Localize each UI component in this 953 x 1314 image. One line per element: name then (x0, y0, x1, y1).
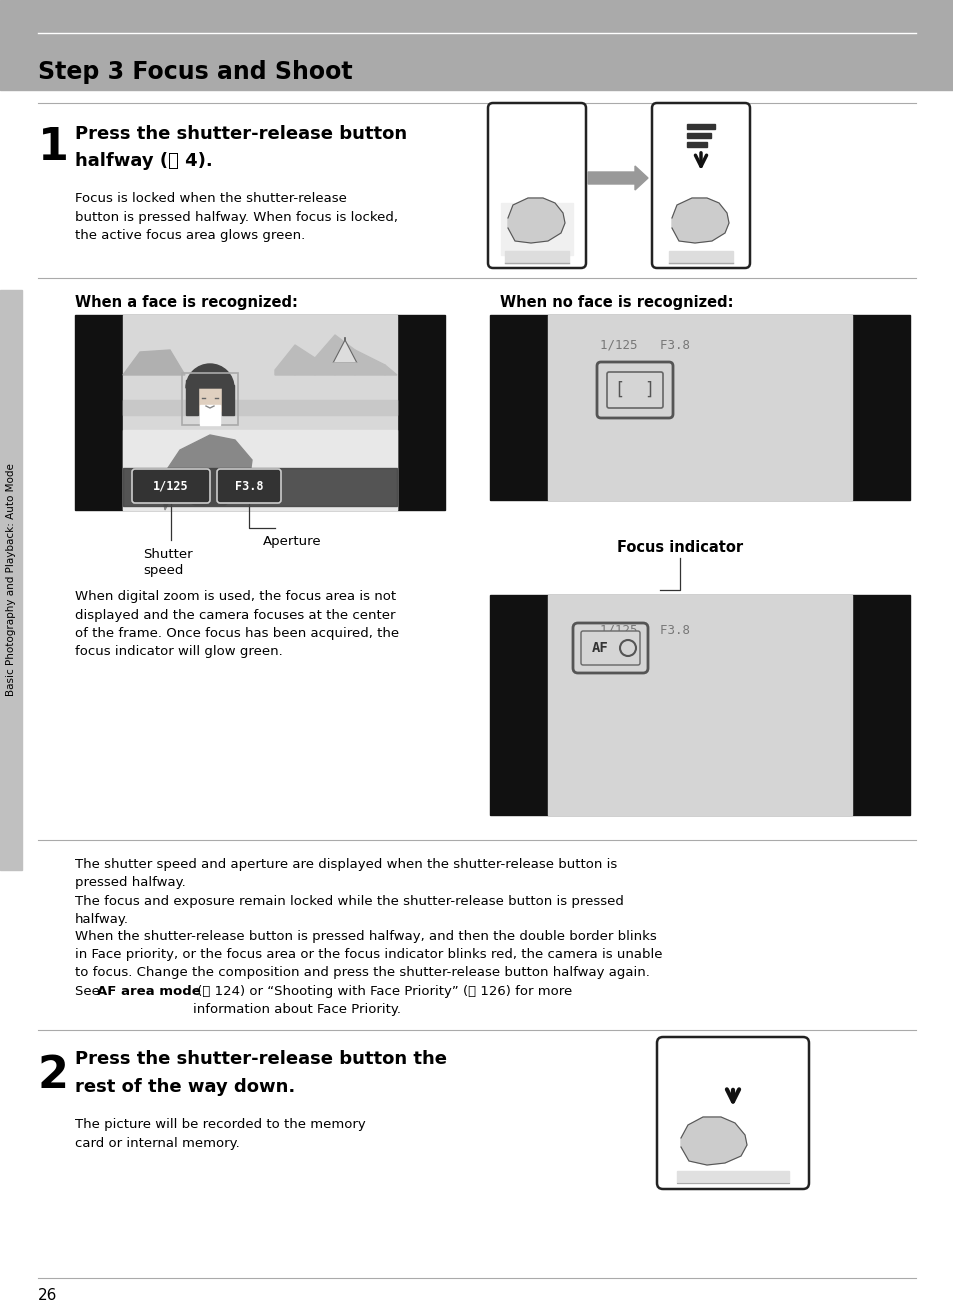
Text: Aperture: Aperture (263, 535, 321, 548)
Polygon shape (160, 435, 252, 510)
Text: Press the shutter-release button: Press the shutter-release button (75, 125, 407, 143)
Text: 1/125   F3.8: 1/125 F3.8 (599, 624, 689, 636)
Bar (182, 373, 237, 424)
Polygon shape (123, 350, 185, 374)
Bar (0, 290, 22, 870)
Text: When a face is recognized:: When a face is recognized: (75, 296, 297, 310)
Polygon shape (680, 1117, 746, 1166)
Text: The picture will be recorded to the memory
card or internal memory.: The picture will be recorded to the memo… (75, 1118, 365, 1150)
Bar (547, 595, 851, 815)
Bar (123, 468, 396, 506)
Text: Focus indicator: Focus indicator (617, 540, 742, 555)
Text: F3.8: F3.8 (234, 480, 263, 493)
FancyBboxPatch shape (606, 372, 662, 409)
Text: Step 3 Focus and Shoot: Step 3 Focus and Shoot (38, 60, 353, 84)
Text: AF area mode: AF area mode (97, 986, 200, 999)
Text: Press the shutter-release button the: Press the shutter-release button the (75, 1050, 447, 1068)
FancyBboxPatch shape (657, 1037, 808, 1189)
Text: Shutter
speed: Shutter speed (143, 548, 193, 577)
Bar (490, 595, 909, 815)
Polygon shape (294, 346, 314, 374)
FancyBboxPatch shape (216, 469, 281, 503)
Text: 26: 26 (38, 1288, 57, 1302)
Text: [  ]: [ ] (615, 381, 655, 399)
FancyBboxPatch shape (488, 102, 585, 268)
Text: 1/125: 1/125 (153, 480, 189, 493)
FancyBboxPatch shape (580, 631, 639, 665)
Text: The focus and exposure remain locked while the shutter-release button is pressed: The focus and exposure remain locked whi… (75, 895, 623, 926)
FancyBboxPatch shape (132, 469, 210, 503)
Text: halfway (Ⓢ 4).: halfway (Ⓢ 4). (75, 152, 213, 170)
Polygon shape (671, 198, 728, 243)
Bar (222, 385, 233, 415)
Text: 1: 1 (38, 126, 69, 170)
Bar (668, 251, 732, 263)
Bar (500, 202, 573, 255)
Text: 1/125   F3.8: 1/125 F3.8 (599, 339, 689, 352)
Text: (Ⓢ 124) or “Shooting with Face Priority” (Ⓢ 126) for more
information about Face: (Ⓢ 124) or “Shooting with Face Priority”… (193, 986, 572, 1016)
Ellipse shape (189, 365, 231, 415)
Text: Focus is locked when the shutter-release
button is pressed halfway. When focus i: Focus is locked when the shutter-release… (75, 192, 397, 242)
Polygon shape (385, 365, 396, 374)
Bar (490, 315, 909, 501)
Polygon shape (333, 340, 356, 363)
Polygon shape (587, 166, 647, 191)
Bar (686, 142, 706, 147)
Text: See: See (75, 986, 104, 999)
Text: When no face is recognized:: When no face is recognized: (499, 296, 733, 310)
Bar (547, 315, 851, 501)
FancyBboxPatch shape (651, 102, 749, 268)
Text: rest of the way down.: rest of the way down. (75, 1077, 294, 1096)
Polygon shape (314, 335, 335, 374)
Polygon shape (507, 198, 564, 243)
Bar (123, 399, 396, 415)
Text: Basic Photography and Playback: Auto Mode: Basic Photography and Playback: Auto Mod… (6, 464, 16, 696)
Bar (200, 405, 220, 424)
Bar (677, 1171, 788, 1183)
Polygon shape (335, 335, 355, 374)
Bar (686, 133, 710, 138)
Polygon shape (355, 350, 385, 374)
Bar (186, 380, 198, 415)
Bar (123, 315, 396, 510)
Text: The shutter speed and aperture are displayed when the shutter-release button is
: The shutter speed and aperture are displ… (75, 858, 617, 890)
Text: When digital zoom is used, the focus area is not
displayed and the camera focuse: When digital zoom is used, the focus are… (75, 590, 398, 658)
Bar (0, 0, 953, 89)
Text: 2: 2 (38, 1054, 69, 1096)
FancyBboxPatch shape (573, 623, 647, 673)
Bar (504, 251, 568, 263)
Text: When the shutter-release button is pressed halfway, and then the double border b: When the shutter-release button is press… (75, 930, 661, 979)
Bar (75, 315, 444, 510)
Wedge shape (186, 364, 233, 388)
FancyBboxPatch shape (597, 361, 672, 418)
Bar (686, 124, 714, 129)
Text: AF: AF (591, 641, 608, 654)
Polygon shape (327, 363, 363, 368)
Bar (123, 430, 396, 510)
Polygon shape (274, 346, 294, 374)
